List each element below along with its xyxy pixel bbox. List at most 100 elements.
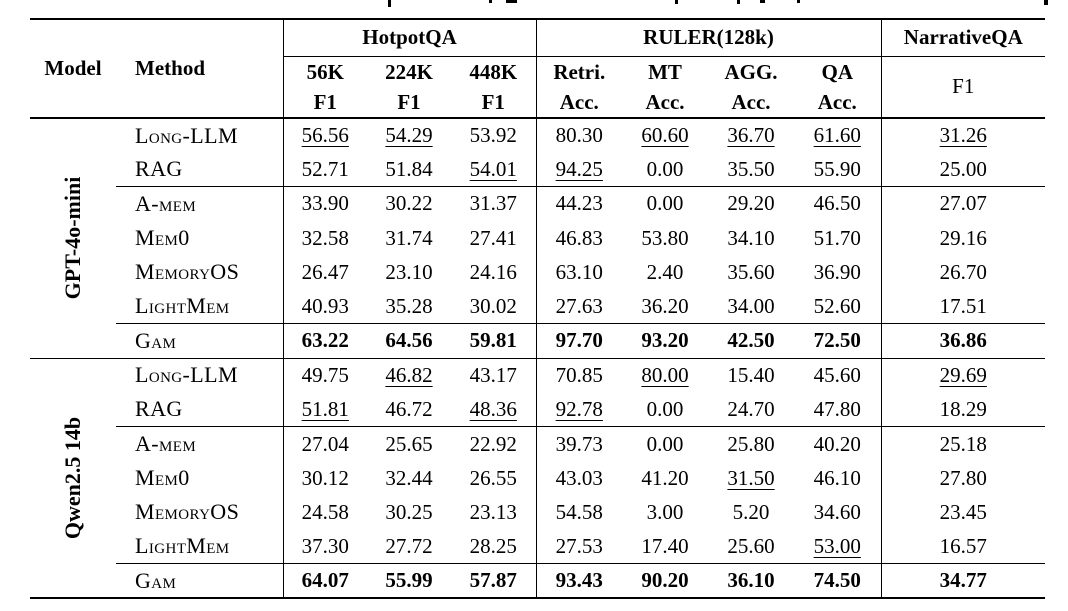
col-header-56k-f1: F1 (282, 88, 367, 118)
value-cell: 3.00 (646, 499, 684, 524)
underlined-value: 53.00 (813, 533, 861, 558)
value-cell: 23.10 (385, 259, 433, 284)
value-cell: 54.01 (451, 152, 536, 186)
caption-fragment-mark (797, 0, 800, 3)
value-cell: 29.69 (880, 357, 1046, 393)
caption-fragment-mark (737, 0, 740, 4)
caption-fragment-mark (506, 0, 517, 3)
caption-fragment-mark (388, 0, 391, 7)
value-cell: 64.07 (282, 563, 367, 599)
value-cell: 31.37 (451, 186, 537, 221)
table-row: RAG 51.81 46.72 48.36 92.78 0.00 24.70 47.80 18.… (30, 392, 1046, 427)
table-row: MemoryOS 26.47 23.10 24.16 63.10 2.40 35.60 36.… (30, 255, 1046, 290)
col-header-method: Method (135, 56, 205, 80)
value-cell: 25.18 (880, 426, 1046, 461)
value-cell: 27.53 (535, 529, 623, 564)
value-cell: 28.25 (469, 533, 517, 558)
method-label: Long-LLM (116, 357, 283, 393)
caption-fragment-mark (675, 0, 678, 4)
value-cell: 29.20 (708, 186, 795, 221)
method-label: RAG (135, 156, 183, 182)
value-cell: 45.60 (794, 357, 882, 393)
col-header-56k: 56K (282, 56, 367, 88)
value-cell: 40.20 (794, 426, 882, 461)
value-cell: 34.77 (880, 563, 1046, 599)
method-label: MemoryOS (135, 259, 240, 285)
table-row: LightMem 37.30 27.72 28.25 27.53 17.40 25.60 53… (30, 529, 1046, 564)
value-cell: 30.12 (282, 460, 367, 496)
table-row: Mem0 32.58 31.74 27.41 46.83 53.80 34.10 51.70 2… (30, 220, 1046, 256)
col-header-narrativeqa-f1: F1 (880, 56, 1046, 118)
value-cell: 32.58 (282, 220, 367, 256)
value-cell: 34.10 (727, 225, 775, 250)
method-label: MemoryOS (135, 499, 240, 525)
caption-fragment-mark (760, 0, 765, 3)
value-cell: 24.16 (469, 259, 517, 284)
value-cell: 17.51 (880, 289, 1046, 324)
method-label: LightMem (135, 533, 230, 559)
value-cell: 64.56 (367, 323, 451, 359)
value-cell: 0.00 (622, 186, 709, 221)
method-label: A-mem (116, 426, 283, 461)
value-cell: 5.20 (732, 499, 770, 524)
value-cell: 60.60 (622, 116, 709, 153)
value-cell: 23.45 (880, 495, 1046, 530)
value-cell: 52.71 (282, 152, 367, 187)
table-row: Qwen2.5 14b Long-LLM 49.75 46.82 43.17 70.85 8… (30, 357, 1046, 599)
col-header-mt-acc: Acc. (645, 90, 685, 114)
group-header-ruler: RULER(128k) (535, 19, 882, 57)
value-cell: 35.50 (727, 156, 775, 181)
value-cell: 92.78 (535, 392, 623, 427)
value-cell: 41.20 (641, 465, 689, 490)
underlined-value: 80.00 (641, 362, 689, 387)
value-cell: 0.00 (646, 396, 684, 421)
table-row: Gam 64.07 55.99 57.87 93.43 90.20 36.10 74.50 34… (30, 563, 1046, 599)
value-cell: 33.90 (282, 186, 367, 221)
underlined-value: 54.29 (385, 123, 433, 148)
value-cell: 59.81 (451, 323, 537, 359)
value-cell: 32.44 (385, 465, 433, 490)
underlined-value: 31.50 (727, 465, 775, 490)
value-cell: 25.65 (367, 426, 451, 461)
value-cell: 26.47 (282, 255, 367, 290)
table-row: Mem0 30.12 32.44 26.55 43.03 41.20 31.50 46.10 2… (30, 460, 1046, 496)
method-label: A-mem (116, 186, 283, 221)
underlined-value: 29.69 (939, 362, 987, 387)
value-cell: 27.63 (535, 289, 623, 324)
value-cell: 35.28 (385, 293, 433, 318)
value-cell: 36.90 (813, 259, 861, 284)
underlined-value: 56.56 (301, 123, 349, 148)
col-header-qa-acc: Acc. (817, 90, 857, 114)
value-cell: 25.60 (727, 533, 775, 558)
value-cell: 51.84 (385, 156, 433, 181)
value-cell: 93.43 (535, 563, 623, 599)
table-header: Model Method HotpotQA RULER(128k) Narrat… (30, 19, 1046, 118)
value-cell: 0.00 (646, 156, 684, 181)
value-cell: 27.07 (880, 186, 1046, 221)
table-row: A-mem 33.90 30.22 31.37 44.23 0.00 29.20 46.50 2… (30, 186, 1046, 221)
value-cell: 93.20 (622, 323, 709, 359)
header-row-sub-top: 56K 224K 448K Retri. MT AGG. QA F1 (30, 56, 1046, 118)
col-header-448k: 448K (469, 59, 518, 84)
col-header-model: Model (44, 56, 102, 80)
value-cell: 63.22 (282, 323, 367, 359)
col-header-retri-acc: Acc. (535, 88, 623, 118)
value-cell: 80.00 (622, 357, 709, 393)
value-cell: 27.04 (282, 426, 367, 461)
value-cell: 97.70 (535, 323, 623, 359)
value-cell: 37.30 (282, 529, 367, 564)
value-cell: 53.92 (451, 116, 537, 153)
value-cell: 27.41 (469, 225, 517, 250)
value-cell: 40.93 (282, 289, 367, 324)
value-cell: 17.40 (641, 533, 689, 558)
underlined-value: 60.60 (641, 123, 689, 148)
table-row: LightMem 40.93 35.28 30.02 27.63 36.20 34.00 52… (30, 289, 1046, 324)
value-cell: 46.72 (385, 396, 433, 421)
value-cell: 48.36 (451, 392, 536, 426)
table-body: GPT-4o-mini Long-LLM 56.56 54.29 53.92 80.30 6… (30, 116, 1046, 599)
caption-fragment-mark (489, 0, 492, 3)
col-header-agg-acc: Acc. (731, 90, 771, 114)
header-row-groups: Model Method HotpotQA RULER(128k) Narrat… (30, 19, 1046, 80)
model-group-cell: GPT-4o-mini (30, 116, 116, 359)
